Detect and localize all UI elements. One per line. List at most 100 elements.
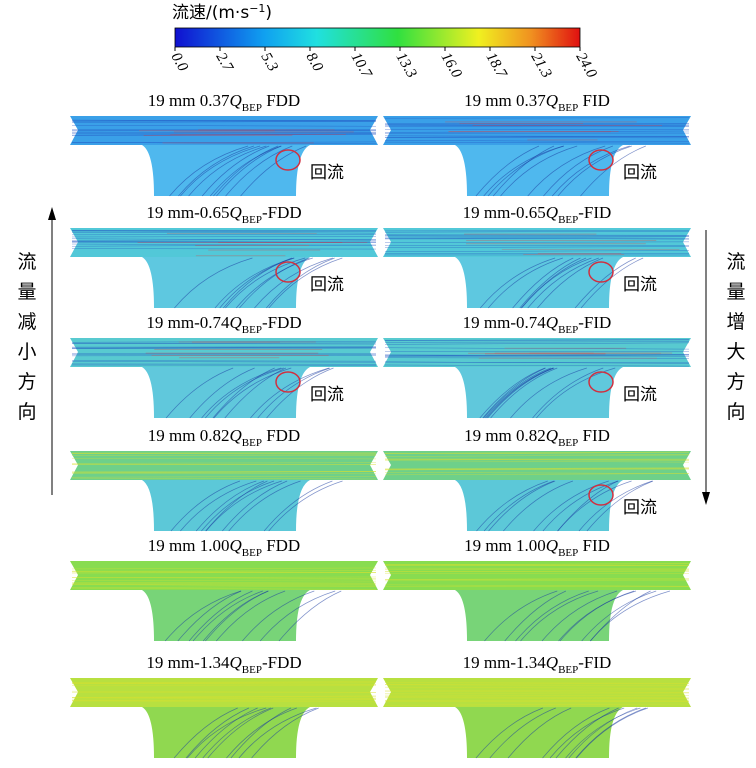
streak xyxy=(71,473,377,475)
streak xyxy=(384,354,690,356)
streak xyxy=(384,361,690,364)
streak xyxy=(384,246,690,248)
streamline xyxy=(503,480,574,532)
streamline xyxy=(278,590,342,642)
streamline xyxy=(192,590,263,642)
title-part: 19 mm 0.82 xyxy=(464,426,546,445)
streak xyxy=(384,451,690,454)
streamline xyxy=(201,480,275,532)
colorbar-title: 流速/(m·s−1) xyxy=(172,2,272,23)
streamline xyxy=(180,145,261,197)
streamline xyxy=(238,707,317,759)
streak xyxy=(384,686,690,689)
streamline xyxy=(230,707,292,759)
streak xyxy=(384,584,690,587)
streamline xyxy=(239,257,310,309)
streamline xyxy=(532,367,604,419)
streak xyxy=(384,703,690,706)
streamline xyxy=(205,480,282,532)
streak xyxy=(71,457,377,460)
streak xyxy=(71,699,377,702)
streamline xyxy=(537,257,604,309)
streamline xyxy=(542,707,610,759)
annotation: 回流 xyxy=(310,385,344,405)
streamline xyxy=(188,590,253,642)
streak xyxy=(384,460,690,463)
panel-title: 19 mm-0.74QBEP-FDD xyxy=(146,313,301,336)
streamline xyxy=(169,145,249,197)
colorbar xyxy=(174,27,581,48)
panel: 19 mm-0.65QBEP-FDD 回流 xyxy=(70,203,378,309)
title-part: BEP xyxy=(558,324,578,336)
streamline xyxy=(174,257,253,309)
streak xyxy=(384,683,690,685)
title-part: FID xyxy=(578,91,610,110)
streak xyxy=(71,579,377,581)
streamline xyxy=(484,367,554,419)
impeller-region xyxy=(142,257,310,308)
streak xyxy=(71,682,377,685)
colorbar-tick-label: 8.0 xyxy=(303,50,326,75)
streamline xyxy=(170,480,241,532)
streak xyxy=(71,576,377,578)
streamline xyxy=(216,590,286,642)
colorbar-tick-label: 10.7 xyxy=(348,50,376,82)
streamline xyxy=(195,480,265,532)
colorbar-tick-label: 16.0 xyxy=(438,50,465,81)
impeller-region xyxy=(455,145,623,196)
colorbar-tick-label: 24.0 xyxy=(573,50,600,81)
streak xyxy=(384,140,690,142)
streak xyxy=(71,141,377,144)
title-part: 19 mm-1.34 xyxy=(146,653,230,672)
streak xyxy=(384,342,690,345)
side-label-char: 小 xyxy=(17,341,36,363)
title-part: 19 mm-0.74 xyxy=(463,313,547,332)
streamline xyxy=(492,145,555,197)
impeller-region xyxy=(455,257,623,308)
title-part: FDD xyxy=(262,536,300,555)
streamline xyxy=(581,590,657,642)
streamline xyxy=(578,480,653,532)
streamline xyxy=(510,367,587,419)
streak xyxy=(384,364,690,367)
impeller-region xyxy=(455,480,623,531)
title-part: -FID xyxy=(578,203,611,222)
streak xyxy=(71,471,377,474)
streamline xyxy=(202,590,269,642)
title-part: BEP xyxy=(558,547,578,559)
streamline xyxy=(224,367,287,419)
title-part: -FDD xyxy=(262,203,302,222)
streak xyxy=(384,467,690,470)
streamline xyxy=(542,480,619,532)
streamline xyxy=(489,707,556,759)
streak xyxy=(71,700,377,703)
streamline xyxy=(575,707,646,759)
streak xyxy=(71,581,377,584)
streamline xyxy=(475,707,543,759)
streamline xyxy=(242,590,315,642)
annotation: 回流 xyxy=(623,385,657,405)
title-part: Q xyxy=(546,426,558,445)
streamline xyxy=(177,590,242,642)
streamline xyxy=(228,480,301,532)
streamline xyxy=(178,145,254,197)
recirculation-circle xyxy=(588,371,614,393)
panel: 19 mm 0.82QBEP FDD xyxy=(70,426,378,532)
streak xyxy=(71,231,377,234)
streak xyxy=(71,125,377,127)
annotation: 回流 xyxy=(310,275,344,295)
side-label-char: 大 xyxy=(726,341,745,363)
streamline xyxy=(205,480,268,532)
side-label-char: 增 xyxy=(726,311,745,333)
streak xyxy=(384,700,690,702)
title-part: Q xyxy=(546,203,558,222)
colorbar-tick-label: 2.7 xyxy=(213,50,237,76)
title-part: 19 mm-0.74 xyxy=(146,313,230,332)
streak xyxy=(384,468,690,471)
streamline xyxy=(476,480,548,532)
streamline xyxy=(259,590,336,642)
streak xyxy=(71,234,377,236)
streak xyxy=(71,587,377,590)
streamline xyxy=(475,145,540,197)
streamline xyxy=(268,257,343,309)
